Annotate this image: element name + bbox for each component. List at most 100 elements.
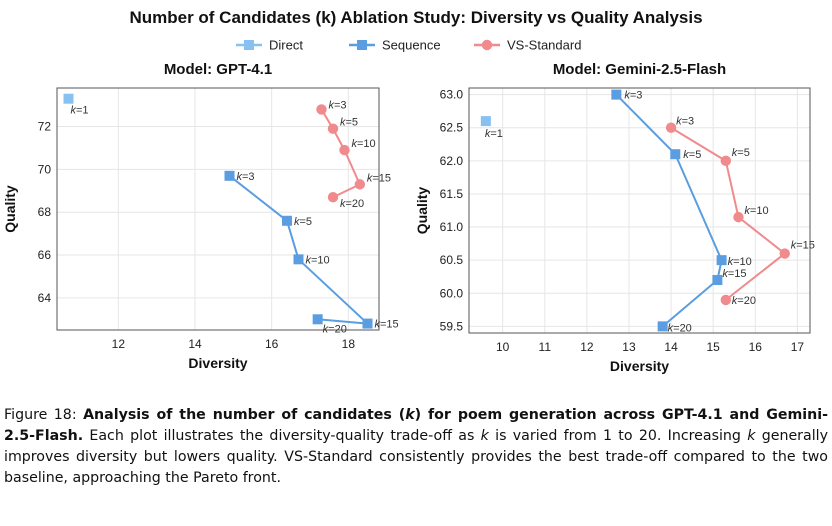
point-label-vs-standard: k=3 — [676, 116, 694, 128]
x-tick-label: 12 — [112, 337, 126, 351]
x-tick-label: 10 — [496, 340, 510, 354]
data-point-sequence — [611, 89, 622, 100]
series-vs-standard: k=3k=5k=10k=15k=20 — [665, 116, 815, 307]
point-label-sequence: k=3 — [237, 171, 255, 183]
legend-label-direct: Direct — [269, 38, 303, 53]
legend-item-sequence: Sequence — [349, 38, 441, 53]
y-axis-label: Quality — [414, 187, 430, 235]
x-tick-label: 13 — [622, 340, 636, 354]
point-label-direct: k=1 — [71, 105, 89, 117]
series-direct: k=1 — [480, 116, 503, 140]
point-label-sequence: k=3 — [624, 90, 642, 102]
data-point-sequence — [670, 149, 681, 160]
data-point-vs-standard — [665, 122, 677, 133]
data-point-vs-standard — [720, 155, 732, 167]
x-axis-label: Diversity — [610, 358, 669, 374]
data-point-direct — [480, 116, 491, 127]
y-tick-label: 60.0 — [440, 286, 464, 300]
legend: Direct Sequence VS-Standard — [236, 38, 581, 53]
point-label-sequence: k=15 — [375, 319, 399, 331]
x-tick-label: 15 — [706, 340, 720, 354]
series-sequence: k=3 k=5 k=10k=15 k=20 — [611, 89, 752, 334]
data-point-sequence — [657, 321, 668, 332]
point-label-sequence: k=5 — [294, 216, 312, 228]
point-label-sequence: k=15 — [722, 268, 746, 280]
x-tick-label: 14 — [188, 337, 202, 351]
legend-marker-sequence — [357, 40, 367, 50]
gridlines — [469, 88, 810, 333]
chart-title: Model: GPT-4.1 — [164, 61, 272, 78]
data-point-sequence — [712, 275, 723, 286]
figure-caption: Figure 18: Analysis of the number of can… — [4, 407, 829, 486]
point-label-sequence: k=20 — [323, 323, 347, 335]
point-label-vs-standard: k=5 — [340, 117, 358, 129]
y-tick-label: 66 — [38, 248, 52, 262]
x-tick-label: 16 — [749, 340, 763, 354]
legend-item-direct: Direct — [236, 38, 303, 53]
x-tick-label: 12 — [580, 340, 594, 354]
y-tick-label: 62.0 — [440, 154, 464, 168]
y-tick-label: 61.0 — [440, 220, 464, 234]
point-label-sequence: k=10 — [306, 254, 330, 266]
y-tick-label: 72 — [38, 120, 52, 134]
point-label-direct: k=1 — [485, 128, 503, 140]
legend-item-vs-standard: VS-Standard — [474, 38, 581, 53]
point-label-vs-standard: k=15 — [791, 240, 815, 252]
data-point-vs-standard — [779, 248, 790, 259]
point-label-vs-standard: k=10 — [352, 138, 376, 150]
chart-gpt-4-1: Model: GPT-4.1 12 14 16 18 64 66 68 70 72 Diversit… — [2, 61, 399, 371]
y-tick-label: 63.0 — [440, 88, 464, 102]
point-label-sequence: k=5 — [683, 149, 701, 161]
y-axis-label: Quality — [2, 185, 18, 233]
y-tick-label: 64 — [38, 291, 52, 305]
x-axis-label: Diversity — [188, 355, 247, 371]
point-label-sequence: k=20 — [668, 322, 692, 334]
x-tick-label: 14 — [664, 340, 678, 354]
chart-title: Model: Gemini-2.5-Flash — [553, 61, 726, 78]
data-point-sequence — [282, 215, 292, 226]
y-tick-label: 59.5 — [440, 319, 464, 333]
caption-bold: Analysis of the number of candidates (k)… — [4, 407, 829, 444]
data-point-vs-standard — [720, 294, 732, 306]
legend-marker-direct — [244, 40, 254, 50]
series-sequence: k=3 k=5 k=10 k=15 k=20 — [224, 170, 399, 335]
x-tick-label: 16 — [265, 337, 279, 351]
y-tick-label: 61.5 — [440, 187, 464, 201]
point-label-sequence: k=10 — [728, 256, 752, 268]
figure-title: Number of Candidates (k) Ablation Study:… — [129, 8, 702, 27]
x-tick-label: 18 — [342, 337, 356, 351]
data-point-vs-standard — [354, 179, 366, 190]
data-point-sequence — [362, 318, 373, 329]
point-label-vs-standard: k=20 — [340, 198, 364, 210]
data-point-sequence — [716, 255, 727, 266]
series-direct: k=1 — [63, 93, 89, 117]
x-tick-label: 11 — [539, 340, 552, 354]
figure: Number of Candidates (k) Ablation Study:… — [2, 8, 815, 374]
data-point-sequence — [312, 314, 323, 325]
y-tick-label: 68 — [38, 205, 52, 219]
legend-label-sequence: Sequence — [382, 38, 441, 53]
data-point-sequence — [293, 254, 304, 265]
data-point-vs-standard — [327, 123, 339, 134]
caption-prefix: Figure 18: — [4, 407, 84, 423]
chart-gemini-2-5-flash: Model: Gemini-2.5-Flash 10 11 12 13 14 15 16 17 5… — [414, 61, 815, 374]
point-label-vs-standard: k=20 — [732, 295, 756, 307]
y-tick-label: 70 — [38, 162, 52, 176]
data-point-vs-standard — [327, 192, 339, 203]
legend-label-vs-standard: VS-Standard — [507, 38, 581, 53]
series-vs-standard: k=3 k=5 k=10 k=15 k=20 — [316, 99, 391, 210]
data-point-vs-standard — [339, 144, 350, 156]
legend-marker-vs-standard — [481, 39, 493, 51]
x-tick-label: 17 — [791, 340, 805, 354]
data-point-vs-standard — [733, 211, 744, 223]
point-label-vs-standard: k=15 — [367, 172, 391, 184]
point-label-vs-standard: k=3 — [329, 99, 347, 111]
point-label-vs-standard: k=10 — [744, 205, 768, 217]
point-label-vs-standard: k=5 — [732, 147, 750, 159]
plot-frame — [468, 87, 811, 334]
data-point-sequence — [224, 170, 235, 181]
data-point-direct — [63, 93, 74, 104]
plot-frame — [56, 87, 380, 331]
y-tick-label: 62.5 — [440, 121, 464, 135]
data-point-vs-standard — [316, 104, 327, 115]
